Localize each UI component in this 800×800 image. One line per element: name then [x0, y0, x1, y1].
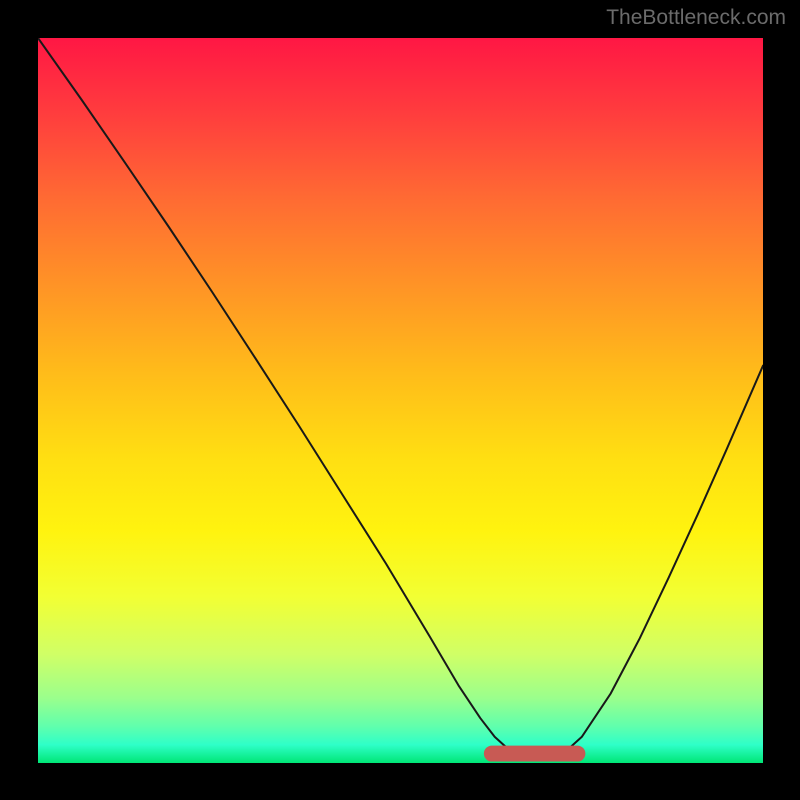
watermark-label: TheBottleneck.com [606, 6, 786, 30]
plot-background [38, 38, 763, 763]
optimal-range-marker [484, 746, 586, 762]
chart-frame: TheBottleneck.com [0, 0, 800, 800]
watermark-text: TheBottleneck.com [606, 6, 786, 29]
plot-area [38, 38, 763, 763]
plot-svg [38, 38, 763, 763]
